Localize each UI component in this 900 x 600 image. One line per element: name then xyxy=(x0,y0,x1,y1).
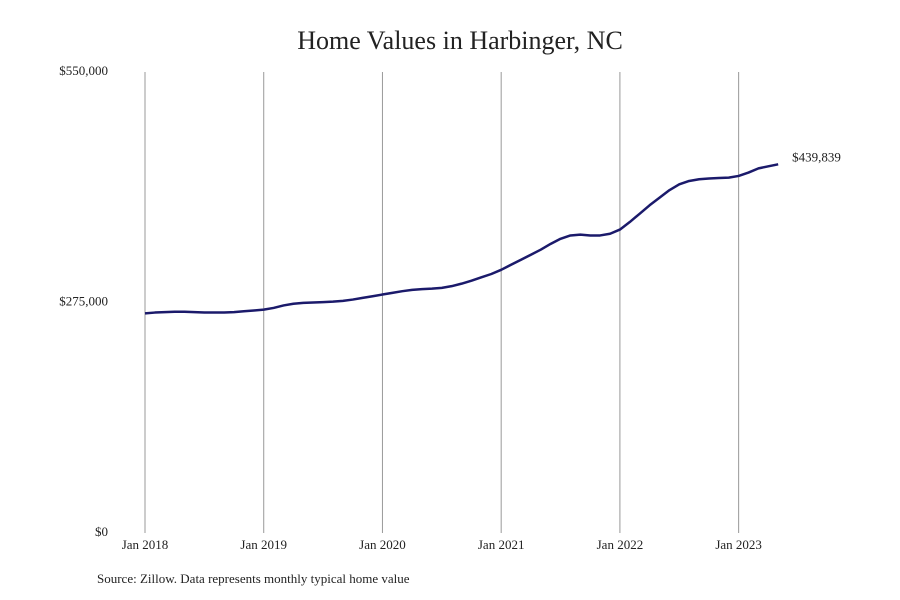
y-tick-label: $550,000 xyxy=(59,63,108,78)
x-tick-label: Jan 2022 xyxy=(597,537,644,552)
chart-title: Home Values in Harbinger, NC xyxy=(297,26,623,55)
data-line xyxy=(144,163,779,315)
y-tick-label: $0 xyxy=(95,524,108,539)
source-note: Source: Zillow. Data represents monthly … xyxy=(97,571,410,586)
x-tick-label: Jan 2018 xyxy=(122,537,169,552)
y-tick-label: $275,000 xyxy=(59,293,108,308)
data-label: $439,839 xyxy=(792,149,841,164)
x-tick-label: Jan 2023 xyxy=(715,537,762,552)
x-tick-label: Jan 2021 xyxy=(478,537,525,552)
x-tick-label: Jan 2020 xyxy=(359,537,406,552)
x-tick-label: Jan 2019 xyxy=(240,537,287,552)
